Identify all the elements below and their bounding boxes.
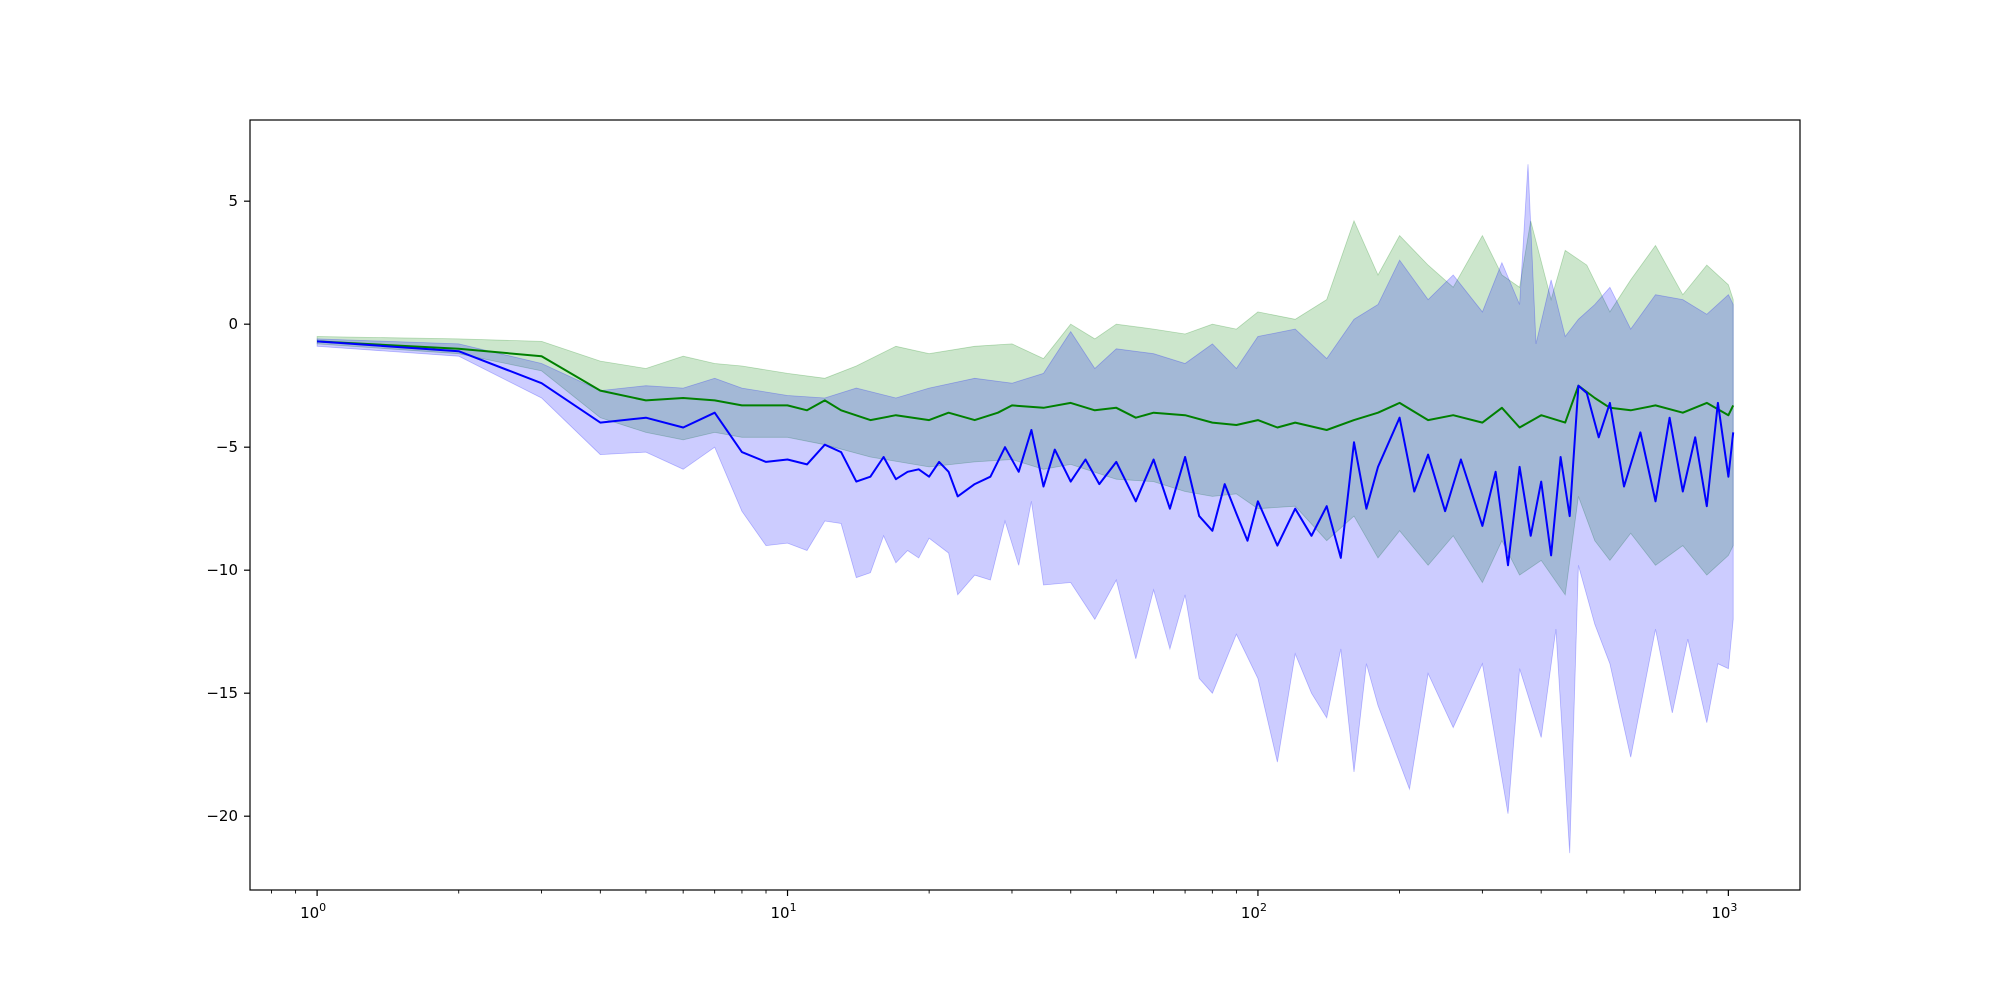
y-tick-label: 5 [228,192,238,210]
x-tick-exponent: 3 [1730,901,1737,914]
y-tick-label: −15 [206,684,238,702]
y-tick-label: −20 [206,807,238,825]
x-tick-label: 100 [300,901,326,922]
y-tick-label: −5 [216,438,238,456]
y-tick-label: 0 [228,315,238,333]
series-0-line [317,340,1735,431]
lines-layer [317,340,1735,567]
series-1-band [316,164,1734,854]
plot-frame [249,119,1801,891]
x-tick-base: 10 [1241,904,1260,922]
y-tick-label: −10 [206,561,238,579]
x-tick-exponent: 0 [319,901,326,914]
x-tick-label: 103 [1711,901,1737,922]
x-tick-base: 10 [770,904,789,922]
series-0-band [316,219,1734,596]
x-tick-base: 10 [1711,904,1730,922]
x-tick-label: 102 [1241,901,1267,922]
x-tick-label: 101 [770,901,796,922]
bands-layer [316,164,1734,854]
series-1-line [317,340,1735,567]
x-tick-exponent: 2 [1260,901,1267,914]
x-tick-exponent: 1 [790,901,797,914]
x-tick-base: 10 [300,904,319,922]
plot-area-background [250,120,1800,890]
